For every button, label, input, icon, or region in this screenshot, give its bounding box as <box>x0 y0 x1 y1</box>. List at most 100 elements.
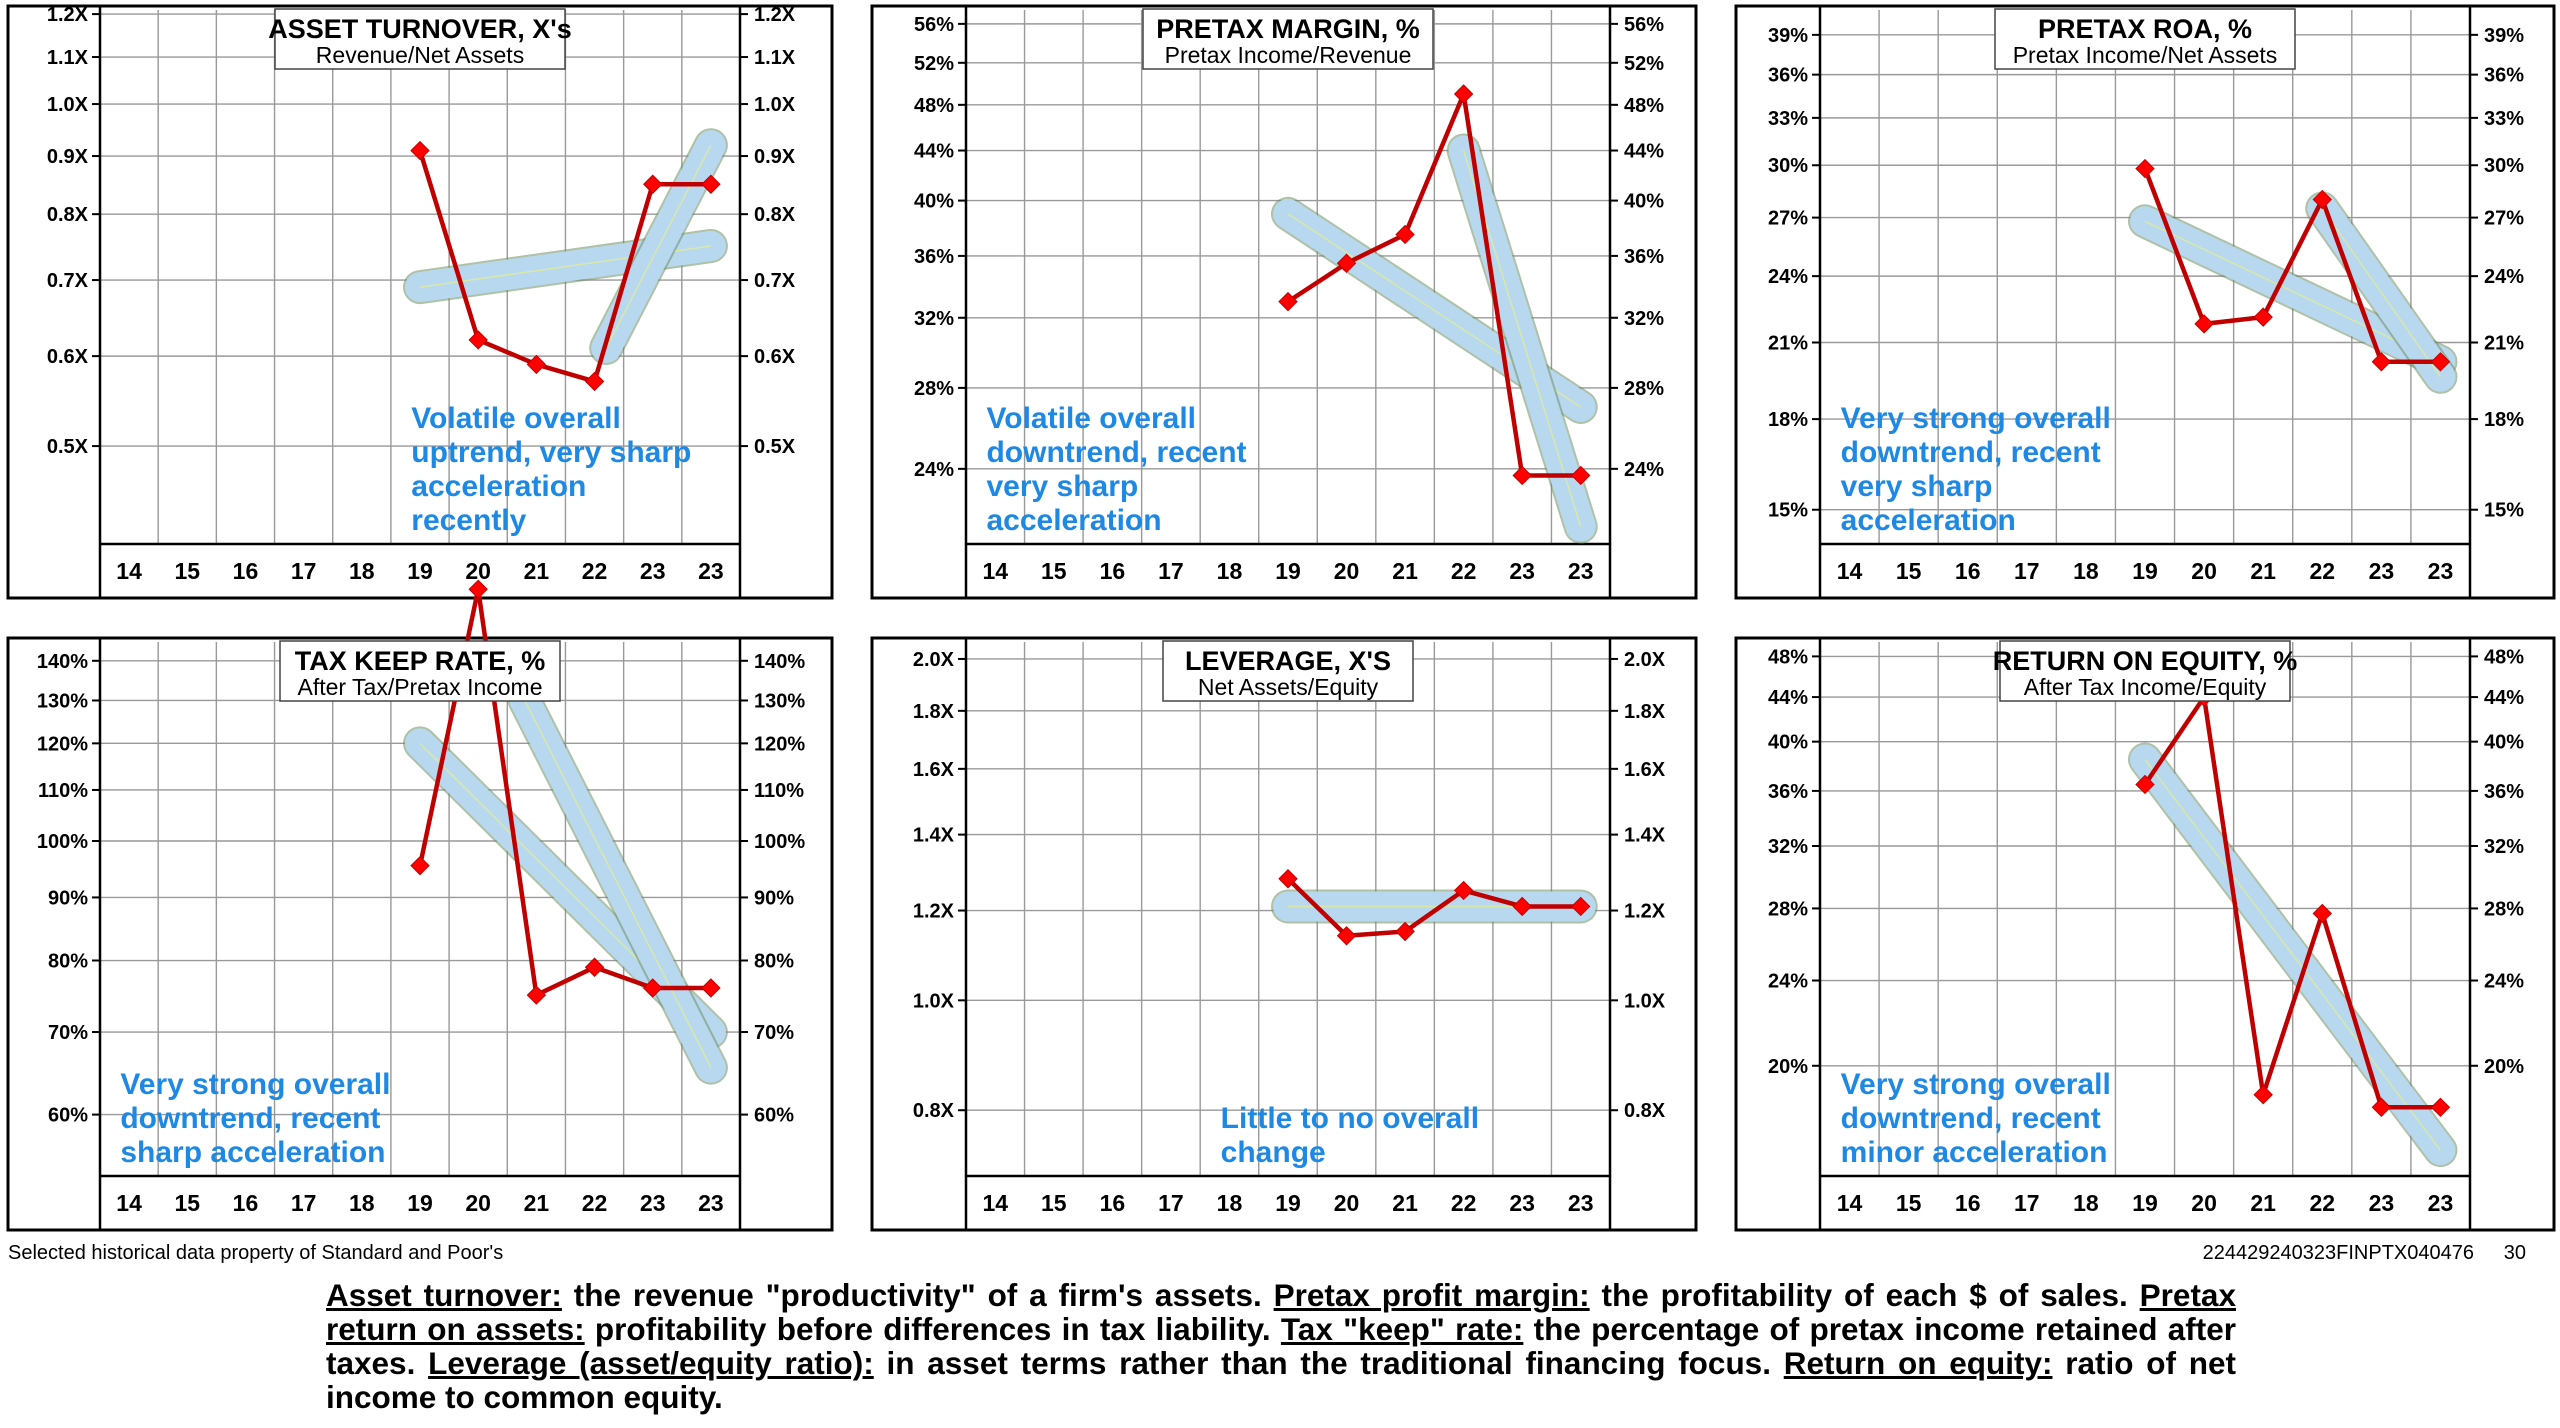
x-tick-label: 15 <box>1041 1190 1067 1216</box>
y-tick-label-right: 0.5X <box>754 436 796 458</box>
x-tick-label: 14 <box>982 1190 1008 1216</box>
y-tick-label-right: 0.8X <box>1624 1100 1666 1122</box>
x-tick-label: 16 <box>233 1190 259 1216</box>
y-tick-label-left: 15% <box>1768 500 1808 522</box>
y-tick-label-left: 48% <box>1768 646 1808 668</box>
y-tick-label-left: 1.4X <box>913 825 955 847</box>
y-tick-label-right: 1.1X <box>754 47 796 69</box>
y-tick-label-right: 32% <box>1624 308 1664 330</box>
data-point <box>2253 307 2273 327</box>
x-tick-label: 23 <box>2428 558 2454 584</box>
y-tick-label-right: 140% <box>754 651 805 673</box>
x-tick-label: 21 <box>1392 558 1418 584</box>
data-point <box>2135 158 2155 179</box>
y-tick-label-right: 120% <box>754 733 805 755</box>
y-tick-label-right: 48% <box>2484 646 2524 668</box>
x-tick-label: 14 <box>1837 558 1863 584</box>
series-line <box>1286 91 1581 478</box>
data-point <box>1336 926 1357 946</box>
x-tick-label: 18 <box>1217 558 1243 584</box>
y-tick-label-right: 0.9X <box>754 146 796 168</box>
x-tick-label: 23 <box>2428 1190 2454 1216</box>
y-tick-label-right: 24% <box>2484 266 2524 288</box>
x-tick-label: 23 <box>1509 1190 1535 1216</box>
x-tick-label: 14 <box>116 558 142 584</box>
x-tick-label: 23 <box>1509 558 1535 584</box>
def-text-pretax-margin: the profitability of each $ of sales. <box>1589 1277 2140 1313</box>
y-tick-label-left: 30% <box>1768 155 1808 177</box>
x-tick-label: 22 <box>2309 558 2335 584</box>
y-tick-label-right: 15% <box>2484 500 2524 522</box>
x-tick-label: 16 <box>1955 558 1981 584</box>
x-tick-label: 17 <box>1158 558 1184 584</box>
y-tick-label-right: 1.8X <box>1624 701 1666 723</box>
data-point <box>1512 465 1532 486</box>
y-tick-label-left: 80% <box>48 951 88 973</box>
y-tick-label-right: 36% <box>2484 65 2524 87</box>
y-tick-label-left: 1.8X <box>913 701 955 723</box>
chart-title: ASSET TURNOVER, X's <box>268 14 571 44</box>
x-tick-label: 19 <box>407 1190 433 1216</box>
y-tick-label-left: 24% <box>1768 971 1808 993</box>
x-tick-label: 19 <box>2132 1190 2158 1216</box>
y-tick-label-left: 130% <box>37 690 88 712</box>
data-point <box>1571 465 1591 486</box>
data-point <box>2430 352 2451 372</box>
y-tick-label-left: 33% <box>1768 108 1808 130</box>
x-tick-label: 22 <box>582 558 608 584</box>
data-point <box>2312 189 2332 210</box>
annotation-line: downtrend, recent <box>120 1102 380 1135</box>
chart-subtitle: Pretax Income/Net Assets <box>2013 42 2278 68</box>
y-tick-label-left: 39% <box>1768 25 1808 47</box>
y-tick-label-left: 70% <box>48 1022 88 1044</box>
x-tick-label: 18 <box>2073 558 2099 584</box>
y-tick-label-right: 2.0X <box>1624 649 1666 671</box>
y-tick-label-left: 1.6X <box>913 759 955 781</box>
data-point <box>1512 896 1532 917</box>
annotation-line: acceleration <box>1841 504 2016 537</box>
y-tick-label-right: 80% <box>754 951 794 973</box>
trend-band-centerline <box>605 144 712 349</box>
y-tick-label-right: 0.7X <box>754 270 796 292</box>
trend-band-centerline <box>2144 759 2442 1151</box>
annotation-line: acceleration <box>986 504 1161 537</box>
y-tick-label-right: 1.0X <box>754 94 796 116</box>
chart-subtitle: Net Assets/Equity <box>1198 674 1379 700</box>
y-tick-label-right: 0.8X <box>754 204 796 226</box>
data-point <box>701 174 721 194</box>
y-tick-label-left: 0.5X <box>47 436 89 458</box>
y-tick-label-left: 32% <box>914 308 954 330</box>
data-point <box>2194 314 2214 334</box>
x-tick-label: 15 <box>1896 1190 1922 1216</box>
data-point <box>584 371 605 392</box>
data-point <box>468 330 488 350</box>
y-tick-label-left: 36% <box>1768 65 1808 87</box>
x-tick-label: 19 <box>2132 558 2158 584</box>
def-text-leverage: in asset terms rather than the tradition… <box>873 1345 1784 1381</box>
y-tick-label-left: 0.8X <box>47 204 89 226</box>
chart-title: LEVERAGE, X'S <box>1185 646 1391 676</box>
data-point <box>1278 291 1298 312</box>
source-note: Selected historical data property of Sta… <box>8 1242 503 1264</box>
annotation-line: acceleration <box>411 470 586 503</box>
x-tick-label: 21 <box>2250 558 2276 584</box>
x-tick-label: 22 <box>1451 1190 1477 1216</box>
series-line <box>2142 167 2441 365</box>
x-tick-label: 17 <box>1158 1190 1184 1216</box>
panel-frame <box>1734 4 2556 600</box>
x-tick-label: 17 <box>2014 1190 2040 1216</box>
y-tick-label-left: 28% <box>914 378 954 400</box>
annotation-line: very sharp <box>986 470 1138 503</box>
y-tick-label-left: 44% <box>914 141 954 163</box>
def-text-roe: ratio of net income to common equity. <box>326 1345 2236 1415</box>
x-tick-label: 15 <box>1041 558 1067 584</box>
def-term-asset-turnover: Asset turnover: <box>326 1277 562 1313</box>
x-tick-label: 15 <box>174 1190 200 1216</box>
y-tick-label-left: 24% <box>914 459 954 481</box>
series-line <box>2143 694 2441 1110</box>
def-term-tax-keep: Tax "keep" rate: <box>1280 1311 1524 1347</box>
x-tick-label: 22 <box>582 1190 608 1216</box>
x-tick-label: 15 <box>1896 558 1922 584</box>
panel-pretax-roa: 39% 39% 36% 36% 33% 33% 30% 30% 27% 27% 24% 24% 21% 2… <box>1734 4 2556 600</box>
